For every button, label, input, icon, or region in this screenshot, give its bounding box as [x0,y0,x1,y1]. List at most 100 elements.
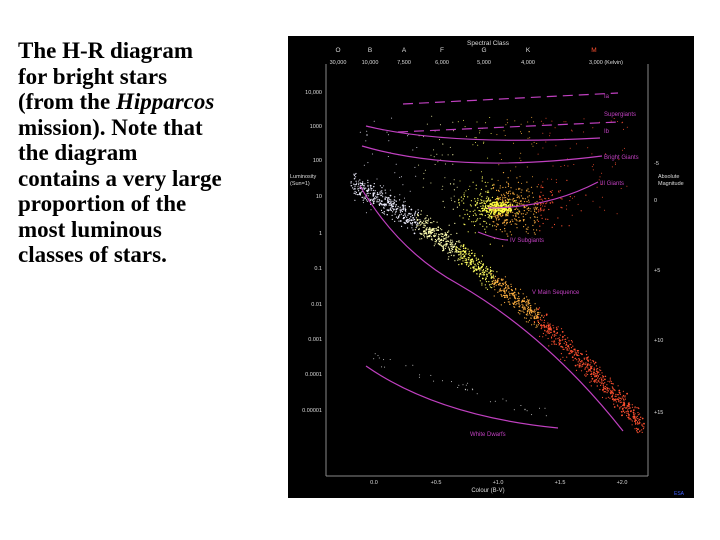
star-point [459,257,461,259]
star-point [480,211,482,213]
star-point [602,384,604,386]
star-point [533,323,535,325]
star-point [557,326,559,328]
star-point [567,337,569,339]
star-point [628,413,630,416]
star-point [533,232,535,234]
star-point [636,407,638,409]
star-point [525,313,527,316]
star-point [454,222,456,224]
star-point [442,245,444,248]
star-point [513,208,515,210]
star-point [487,216,489,219]
star-point [464,259,466,261]
star-point [509,221,511,224]
star-point [632,411,635,414]
star-point [478,261,481,263]
star-point [393,202,395,204]
star-point [463,202,465,204]
star-point [580,361,582,363]
star-point [503,193,505,195]
star-point [505,220,507,222]
star-point [641,424,643,426]
star-point [578,360,580,362]
star-point [500,208,502,210]
star-point [521,133,522,134]
star-point [518,298,520,300]
star-point [441,235,443,237]
star-point [384,366,386,368]
star-point [464,261,466,263]
star-point [456,241,458,243]
star-point [599,389,601,391]
star-point [599,206,601,208]
star-point [435,241,437,243]
star-point [567,349,569,351]
star-point [493,280,495,282]
star-point [539,407,540,409]
star-point [623,398,625,401]
star-point [432,231,434,234]
star-point [409,190,411,192]
star-point [494,275,496,277]
star-point [551,194,553,197]
star-point [537,211,539,213]
star-point [392,205,394,207]
star-point [484,284,486,286]
star-point [569,343,571,346]
star-point [636,430,638,432]
star-point [629,418,631,420]
star-point [404,205,406,207]
star-point [492,205,494,207]
star-point [620,398,622,400]
star-point [475,137,477,139]
star-point [397,206,399,208]
class-line-bright-giants [361,145,603,164]
star-point [559,334,561,336]
star-point [433,156,435,158]
star-point [505,214,507,216]
star-point [397,217,400,219]
star-point [514,212,516,215]
star-point [478,276,480,278]
star-point [505,124,507,126]
star-point [469,204,471,206]
star-point [536,143,538,144]
star-point [459,258,461,261]
star-point [515,219,517,221]
star-point [366,193,368,195]
star-point [387,199,389,201]
star-point [430,217,432,219]
star-point [463,209,465,211]
star-point [593,164,594,166]
star-point [385,192,387,194]
star-point [371,187,373,190]
star-point [545,203,547,205]
star-point [405,222,407,225]
star-point [576,354,579,357]
star-point [530,308,532,310]
spectral-class-letter: F [440,47,444,54]
star-point [540,204,541,206]
star-point [528,209,530,212]
star-point [394,220,396,222]
star-point [557,217,559,219]
star-point [598,380,600,383]
star-point [507,201,510,203]
star-point [485,277,487,279]
star-point [502,212,504,214]
star-point [612,392,614,394]
star-point [366,190,368,192]
star-point [519,309,521,312]
star-point [457,387,459,388]
star-point [451,247,453,249]
star-point [520,191,522,193]
spectral-class-letter: A [402,47,407,54]
star-point [593,367,595,369]
star-point [498,209,500,211]
star-point [444,163,446,165]
star-point [369,192,371,195]
star-point [510,211,512,213]
star-point [609,388,611,390]
star-point [490,215,493,218]
